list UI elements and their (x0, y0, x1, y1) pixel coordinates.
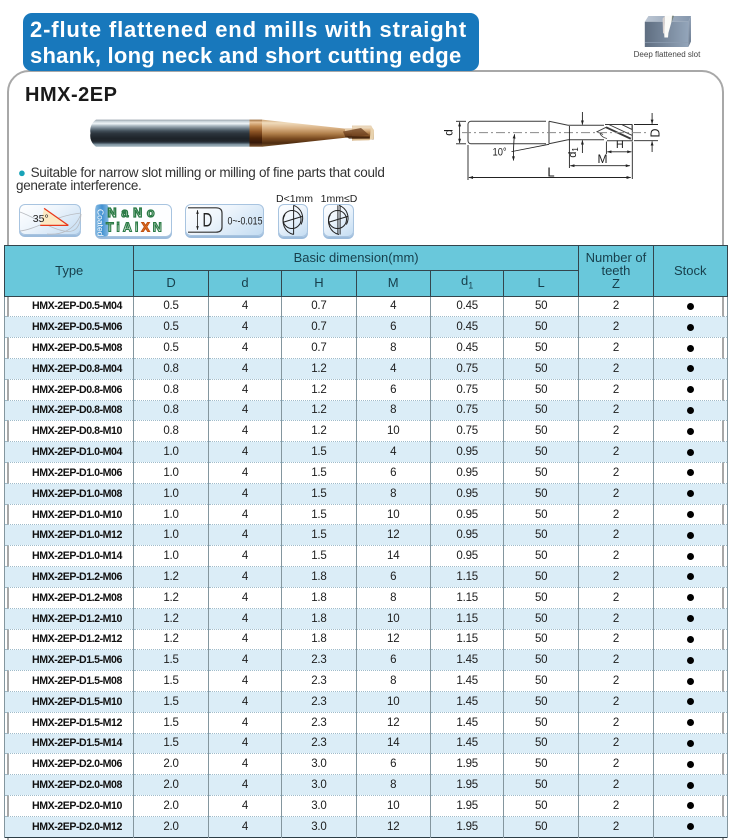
svg-text:35°: 35° (32, 213, 48, 225)
svg-text:NaNo: NaNo (108, 205, 160, 219)
svg-text:H: H (616, 139, 624, 151)
svg-text:D: D (203, 209, 213, 231)
svg-text:0~-0.015: 0~-0.015 (228, 215, 263, 227)
svg-text:TiAlXN: TiAlXN (106, 220, 165, 234)
svg-text:d1: d1 (567, 147, 580, 158)
svg-text:L: L (547, 164, 554, 179)
svg-text:d: d (441, 129, 455, 136)
svg-text:10°: 10° (493, 147, 507, 159)
svg-text:Coated: Coated (96, 209, 106, 237)
svg-text:M: M (598, 152, 608, 166)
svg-text:D: D (649, 128, 663, 137)
